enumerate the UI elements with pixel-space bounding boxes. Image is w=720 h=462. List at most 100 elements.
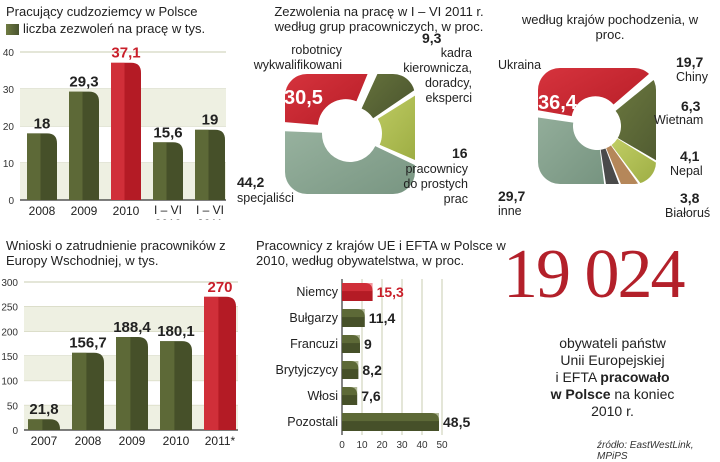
c3-label-wietnam: Wietnam	[654, 113, 704, 127]
chart2-svg	[285, 74, 415, 194]
x-tick-label: 2010	[155, 217, 182, 220]
c3-value-inne: 29,7	[498, 188, 526, 204]
slice	[361, 74, 415, 119]
data-label: 37,1	[111, 45, 140, 62]
highlight-line5: 2010 r.	[591, 403, 634, 419]
highlight-number: 19 024	[503, 236, 685, 313]
chart5-grid: 0 10 20 30 40 50	[339, 279, 448, 451]
y-tick-label: Niemcy	[296, 285, 338, 299]
c2-label-prace: pracownicy do prostych prac	[403, 162, 468, 206]
c3-value-nepal: 4,1	[680, 148, 700, 164]
c2-label-robotnicy: robotnicy wykwalifikowani	[253, 43, 342, 72]
donut-hole	[328, 114, 372, 154]
data-label: 180,1	[157, 323, 195, 340]
data-label: 11,4	[369, 310, 396, 326]
highlight-line3: i EFTA pracowało	[510, 369, 715, 386]
bar-shine	[116, 337, 131, 430]
chart2-donut	[285, 74, 415, 194]
data-label: 270	[207, 279, 232, 296]
x-tick-label: 2011	[197, 217, 223, 220]
x-tick-label: 2010	[163, 434, 190, 448]
y-tick-label: 100	[1, 377, 18, 388]
bar-shine	[342, 283, 373, 292]
x-tick-label: 2007	[31, 434, 58, 448]
y-tick-label: 30	[3, 85, 15, 96]
x-tick-label: 2009	[71, 204, 98, 218]
chart3-svg	[538, 68, 656, 184]
y-tick-label: Brytyjczycy	[276, 363, 339, 377]
c2-value-robotnicy: 30,5	[284, 87, 323, 109]
slice	[285, 74, 382, 125]
bar-shine	[195, 129, 209, 200]
slice	[538, 112, 609, 184]
c2-value-specjalisci: 44,2	[237, 174, 265, 190]
chart4-title: Wnioski o zatrudnienie pracowników z Eur…	[6, 238, 226, 268]
bar-shine	[342, 361, 359, 370]
slice	[377, 83, 415, 172]
bar-shine	[204, 296, 219, 430]
y-tick-label: 150	[1, 352, 18, 363]
x-tick-label: 30	[396, 440, 408, 451]
data-label: 21,8	[29, 401, 58, 418]
chart5-svg: 0 10 20 30 40 50 Niemcy 15,3 Bułgarzy 11,4 Francu…	[276, 279, 470, 451]
highlight-line4a: w Polsce	[550, 386, 611, 402]
chart3-title: według krajów pochodzenia, w proc.	[521, 12, 699, 42]
x-tick-label: 2010	[113, 204, 140, 218]
bar-shine	[27, 133, 41, 200]
c3-label-chiny: Chiny	[676, 70, 708, 84]
source-note: źródło: EastWestLink, MPiPS	[597, 440, 694, 462]
c3-value-ukraina: 36,4	[538, 92, 577, 114]
bar-shine	[342, 335, 360, 344]
donut-hole	[578, 108, 616, 144]
y-tick-label: 20	[3, 122, 15, 133]
chart1-legend: liczba zezwoleń na pracę w tys.	[6, 21, 205, 36]
chart3-donut	[538, 68, 656, 184]
x-tick-label: 2008	[75, 434, 102, 448]
highlight-line4b: na koniec	[610, 386, 675, 402]
bar-shine	[342, 413, 439, 422]
slice	[615, 68, 656, 174]
x-tick-label: I – VI	[154, 203, 182, 217]
data-label: 9	[364, 336, 372, 352]
highlight-line4: w Polsce na koniec	[510, 386, 715, 403]
y-tick-label: 10	[3, 159, 15, 170]
chart4-bars: 21,8 2007 156,7 2008 188,4 2009 180,1 2010 270 20…	[28, 279, 236, 448]
y-tick-label: 0	[8, 196, 14, 207]
highlight-line3b: pracowało	[600, 369, 670, 385]
c3-label-ukraina: Ukraina	[498, 58, 542, 72]
data-label: 188,4	[113, 319, 151, 336]
data-label: 48,5	[443, 414, 470, 430]
x-tick-label: 20	[376, 440, 388, 451]
highlight-line1: obywateli państw	[559, 335, 666, 351]
c3-value-wietnam: 6,3	[681, 98, 701, 114]
legend-swatch-olive	[6, 24, 19, 36]
c3-label-bialorus: Białoruś	[665, 206, 711, 220]
highlight-text: obywateli państw Unii Europejskiej i EFT…	[510, 335, 715, 420]
slice	[538, 68, 656, 117]
x-tick-label: 40	[416, 440, 428, 451]
bar-shine	[28, 419, 43, 430]
grid-band	[24, 306, 238, 332]
bar-shine	[342, 309, 365, 318]
y-tick-label: Francuzi	[290, 337, 338, 351]
bar-shine	[160, 341, 175, 430]
chart5-title: Pracownicy z krajów UE i EFTA w Polsce w…	[256, 238, 506, 268]
chart1-svg: 0 10 20 30 40 18 2008 29,3 2009 37,1 2010 15,6 I – …	[3, 45, 226, 220]
chart1-title: Pracujący cudzoziemcy w Polsce	[6, 4, 198, 19]
c3-label-inne: inne	[498, 204, 522, 218]
x-tick-label: 50	[436, 440, 448, 451]
data-label: 7,6	[361, 388, 381, 404]
slice	[285, 129, 415, 194]
highlight-line3a: i EFTA	[555, 369, 601, 385]
y-tick-label: 0	[12, 426, 18, 437]
y-tick-label: Bułgarzy	[289, 311, 338, 325]
slice	[600, 148, 631, 184]
bar-shine	[69, 91, 83, 200]
y-tick-label: 300	[1, 278, 18, 289]
x-tick-label: 2011*	[205, 434, 236, 448]
data-label: 15,6	[153, 124, 182, 141]
data-label: 19	[202, 112, 219, 129]
slice	[606, 145, 653, 184]
y-tick-label: Włosi	[307, 389, 338, 403]
